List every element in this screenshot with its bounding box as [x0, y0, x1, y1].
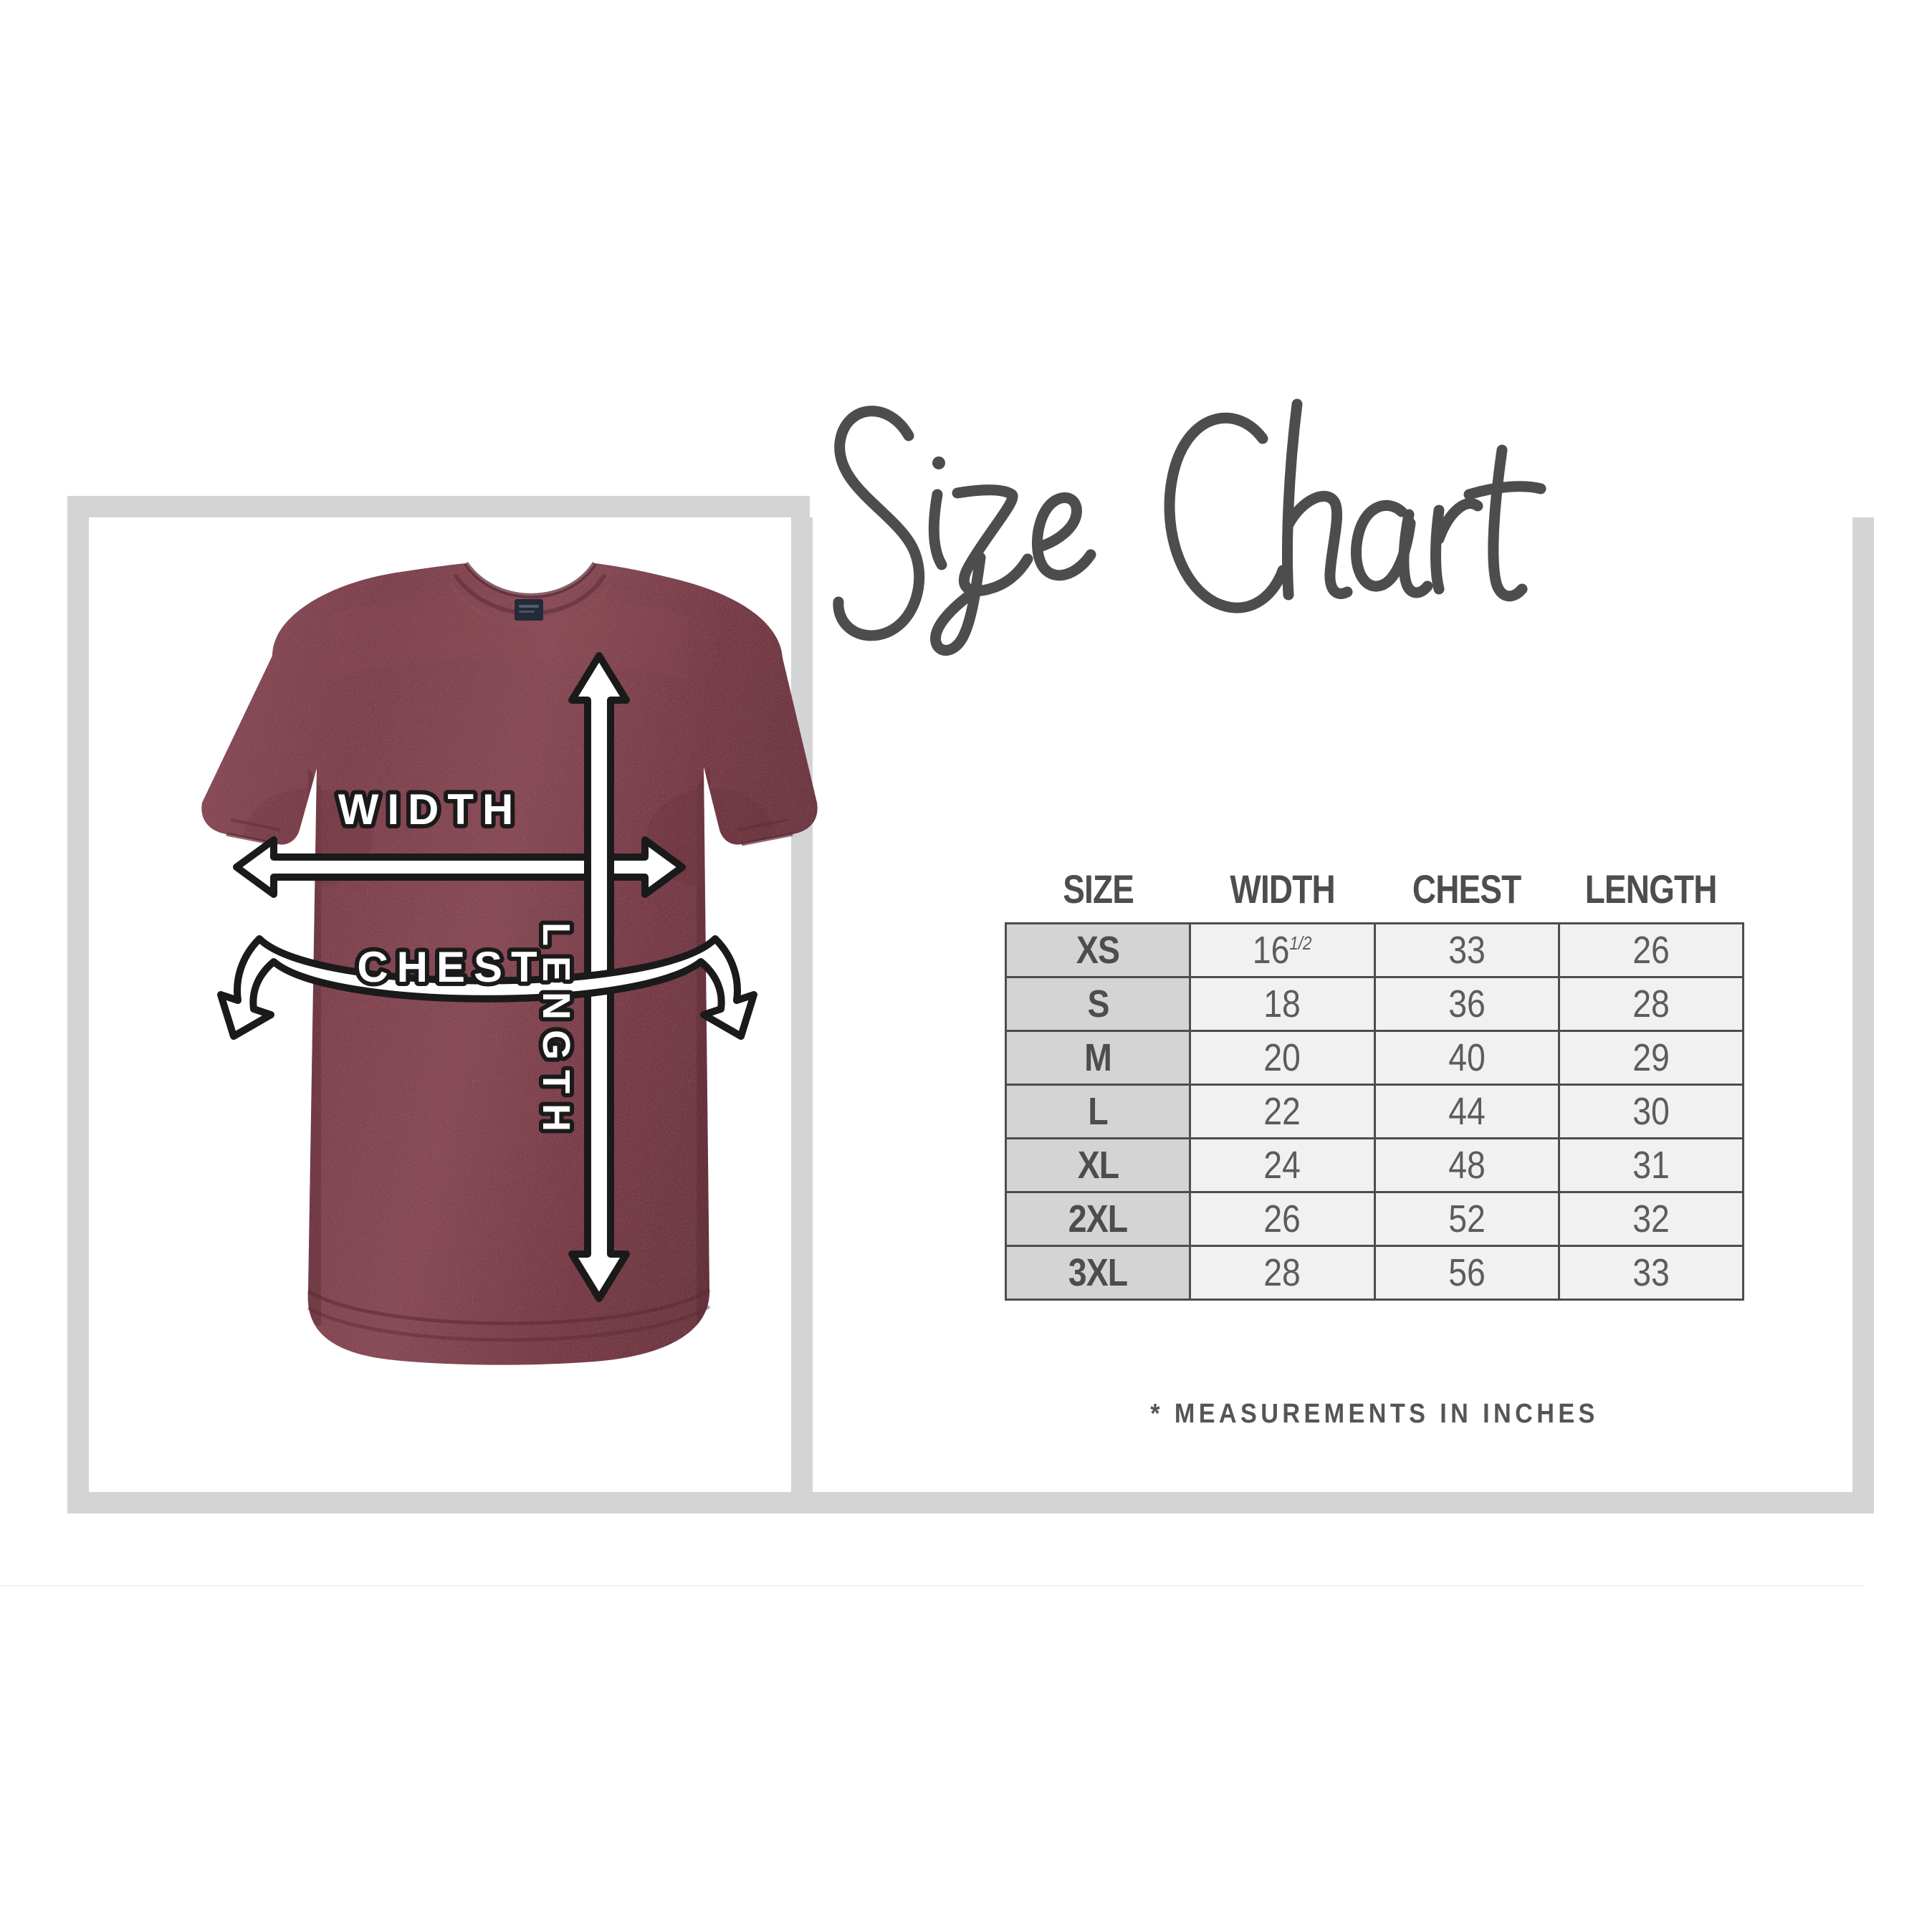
cell-chest: 36 — [1373, 976, 1560, 1032]
cell-width: 22 — [1189, 1084, 1376, 1139]
shirt-label-chest: CHEST — [353, 939, 545, 995]
cell-size-text: L — [1088, 1090, 1108, 1133]
cell-length: 30 — [1557, 1084, 1745, 1139]
cell-length-text: 26 — [1632, 929, 1670, 972]
cell-size-text: XS — [1076, 929, 1120, 972]
cell-length: 28 — [1557, 976, 1745, 1032]
table-row: 2XL 26 52 32 — [1004, 1191, 1745, 1247]
cell-width-text: 24 — [1263, 1144, 1301, 1187]
cell-length: 29 — [1557, 1030, 1745, 1086]
cell-size: XL — [1004, 1137, 1192, 1193]
shirt-label-length: LENGTH — [530, 918, 582, 1146]
cell-chest-text: 48 — [1448, 1144, 1486, 1187]
cell-size-text: XL — [1077, 1144, 1119, 1187]
cell-width: 28 — [1189, 1245, 1376, 1301]
size-table-container: SIZE WIDTH CHEST LENGTH XS 161/2 33 26 S 18 36… — [1004, 866, 1745, 1301]
cell-chest-text: 52 — [1448, 1197, 1486, 1240]
column-header-length: LENGTH — [1584, 866, 1718, 912]
table-row: XS 161/2 33 26 — [1004, 922, 1745, 978]
cell-size: L — [1004, 1084, 1192, 1139]
label-width-text: WIDTH — [338, 785, 522, 833]
cell-length: 32 — [1557, 1191, 1745, 1247]
cell-chest: 56 — [1373, 1245, 1560, 1301]
tshirt-illustration: WIDTH CHEST LENGTH — [93, 530, 939, 1491]
cell-chest: 48 — [1373, 1137, 1560, 1193]
cell-width-text: 26 — [1263, 1197, 1301, 1240]
cell-width-text: 28 — [1263, 1251, 1301, 1294]
bottom-divider — [0, 1585, 1863, 1587]
size-table: SIZE WIDTH CHEST LENGTH XS 161/2 33 26 S 18 36… — [1004, 866, 1745, 1301]
cell-width: 161/2 — [1189, 922, 1376, 978]
cell-width: 24 — [1189, 1137, 1376, 1193]
cell-size-text: 3XL — [1068, 1251, 1128, 1294]
cell-width: 18 — [1189, 976, 1376, 1032]
cell-size-text: S — [1087, 982, 1109, 1025]
table-body: XS 161/2 33 26 S 18 36 28 M 20 40 29 L 22 44 30 XL 24 48 31… — [1004, 922, 1745, 1301]
cell-size: XS — [1004, 922, 1192, 978]
page-title — [824, 358, 1899, 659]
cell-length-text: 31 — [1632, 1144, 1670, 1187]
table-row: L 22 44 30 — [1004, 1084, 1745, 1139]
shirt-photo-frame — [67, 496, 813, 1513]
shirt-label-width: WIDTH — [334, 781, 522, 838]
cell-width-text: 161/2 — [1252, 929, 1312, 972]
cell-chest: 52 — [1373, 1191, 1560, 1247]
cell-length-text: 33 — [1632, 1251, 1670, 1294]
cell-chest-text: 44 — [1448, 1090, 1486, 1133]
cell-width-text: 18 — [1263, 982, 1301, 1025]
cell-size: 2XL — [1004, 1191, 1192, 1247]
column-header-width: WIDTH — [1230, 866, 1335, 912]
cell-chest-text: 36 — [1448, 982, 1486, 1025]
cell-width: 20 — [1189, 1030, 1376, 1086]
table-row: XL 24 48 31 — [1004, 1137, 1745, 1193]
column-header-size: SIZE — [1062, 866, 1134, 912]
cell-length-text: 28 — [1632, 982, 1670, 1025]
cell-size: S — [1004, 976, 1192, 1032]
cell-chest-text: 33 — [1448, 929, 1486, 972]
cell-length: 33 — [1557, 1245, 1745, 1301]
cell-length-text: 30 — [1632, 1090, 1670, 1133]
cell-chest: 44 — [1373, 1084, 1560, 1139]
cell-width-fraction: 1/2 — [1289, 932, 1312, 954]
cell-length-text: 29 — [1632, 1036, 1670, 1079]
cell-chest: 40 — [1373, 1030, 1560, 1086]
table-row: S 18 36 28 — [1004, 976, 1745, 1032]
cell-chest-text: 56 — [1448, 1251, 1486, 1294]
column-header-chest: CHEST — [1412, 866, 1521, 912]
cell-size: 3XL — [1004, 1245, 1192, 1301]
cell-length: 31 — [1557, 1137, 1745, 1193]
cell-size-text: 2XL — [1068, 1197, 1128, 1240]
cell-width: 26 — [1189, 1191, 1376, 1247]
cell-length: 26 — [1557, 922, 1745, 978]
width-arrow-icon — [233, 836, 686, 898]
cell-size: M — [1004, 1030, 1192, 1086]
measurements-footnote: * MEASUREMENTS IN INCHES — [1150, 1399, 1599, 1429]
table-row: 3XL 28 56 33 — [1004, 1245, 1745, 1301]
cell-chest: 33 — [1373, 922, 1560, 978]
label-chest-text: CHEST — [357, 943, 545, 991]
frame-right-bar — [1852, 496, 1874, 1513]
table-header-row: SIZE WIDTH CHEST LENGTH — [1006, 866, 1744, 924]
label-length-text: LENGTH — [535, 922, 578, 1142]
cell-width-text: 20 — [1263, 1036, 1301, 1079]
chest-arrow-icon — [217, 935, 757, 1040]
cell-chest-text: 40 — [1448, 1036, 1486, 1079]
cell-size-text: M — [1084, 1036, 1112, 1079]
cell-length-text: 32 — [1632, 1197, 1670, 1240]
table-row: M 20 40 29 — [1004, 1030, 1745, 1086]
cell-width-text: 22 — [1263, 1090, 1301, 1133]
